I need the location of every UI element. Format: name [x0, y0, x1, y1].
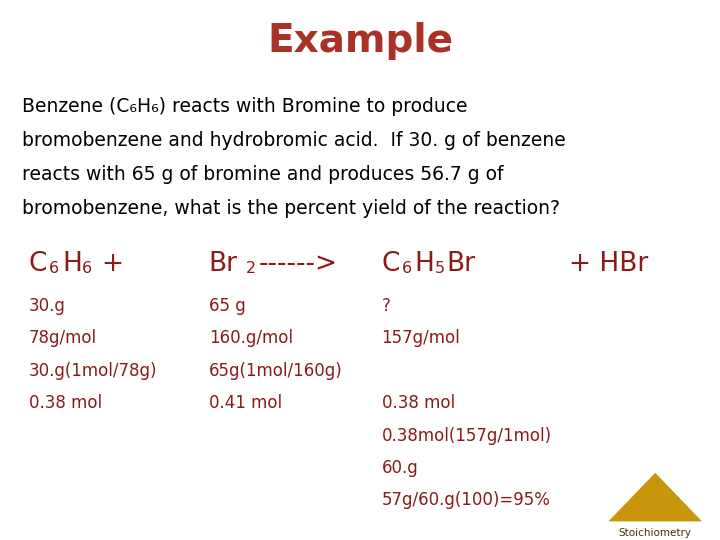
Text: H: H: [415, 251, 435, 277]
Text: 65g(1mol/160g): 65g(1mol/160g): [209, 362, 343, 380]
Text: 30.g(1mol/78g): 30.g(1mol/78g): [29, 362, 157, 380]
Text: ------>: ------>: [259, 251, 338, 277]
Text: 0.38 mol: 0.38 mol: [29, 394, 102, 412]
Text: bromobenzene and hydrobromic acid.  If 30. g of benzene: bromobenzene and hydrobromic acid. If 30…: [22, 131, 565, 150]
Text: Example: Example: [267, 22, 453, 59]
Text: Benzene (C₆H₆) reacts with Bromine to produce: Benzene (C₆H₆) reacts with Bromine to pr…: [22, 97, 467, 116]
Text: Br: Br: [209, 251, 238, 277]
Text: Stoichiometry: Stoichiometry: [618, 528, 692, 538]
Text: 30.g: 30.g: [29, 297, 66, 315]
Text: +: +: [101, 251, 123, 277]
Text: 160.g/mol: 160.g/mol: [209, 329, 293, 347]
Text: ?: ?: [382, 297, 390, 315]
Text: 2: 2: [246, 261, 256, 276]
Text: 0.38mol(157g/1mol): 0.38mol(157g/1mol): [382, 427, 552, 444]
Text: 57g/60.g(100)=95%: 57g/60.g(100)=95%: [382, 491, 551, 509]
Text: 6: 6: [49, 261, 59, 276]
Text: H: H: [62, 251, 82, 277]
Text: 6: 6: [82, 261, 92, 276]
Text: 65 g: 65 g: [209, 297, 246, 315]
Text: C: C: [29, 251, 48, 277]
Text: 157g/mol: 157g/mol: [382, 329, 460, 347]
Text: Br: Br: [446, 251, 475, 277]
Text: 78g/mol: 78g/mol: [29, 329, 97, 347]
Text: 0.41 mol: 0.41 mol: [209, 394, 282, 412]
Text: C: C: [382, 251, 400, 277]
Text: + HBr: + HBr: [569, 251, 648, 277]
Text: reacts with 65 g of bromine and produces 56.7 g of: reacts with 65 g of bromine and produces…: [22, 165, 503, 184]
Text: bromobenzene, what is the percent yield of the reaction?: bromobenzene, what is the percent yield …: [22, 199, 559, 218]
Text: 0.38 mol: 0.38 mol: [382, 394, 455, 412]
Text: 60.g: 60.g: [382, 459, 418, 477]
Text: 5: 5: [435, 261, 445, 276]
Text: 6: 6: [402, 261, 412, 276]
Polygon shape: [608, 473, 702, 522]
